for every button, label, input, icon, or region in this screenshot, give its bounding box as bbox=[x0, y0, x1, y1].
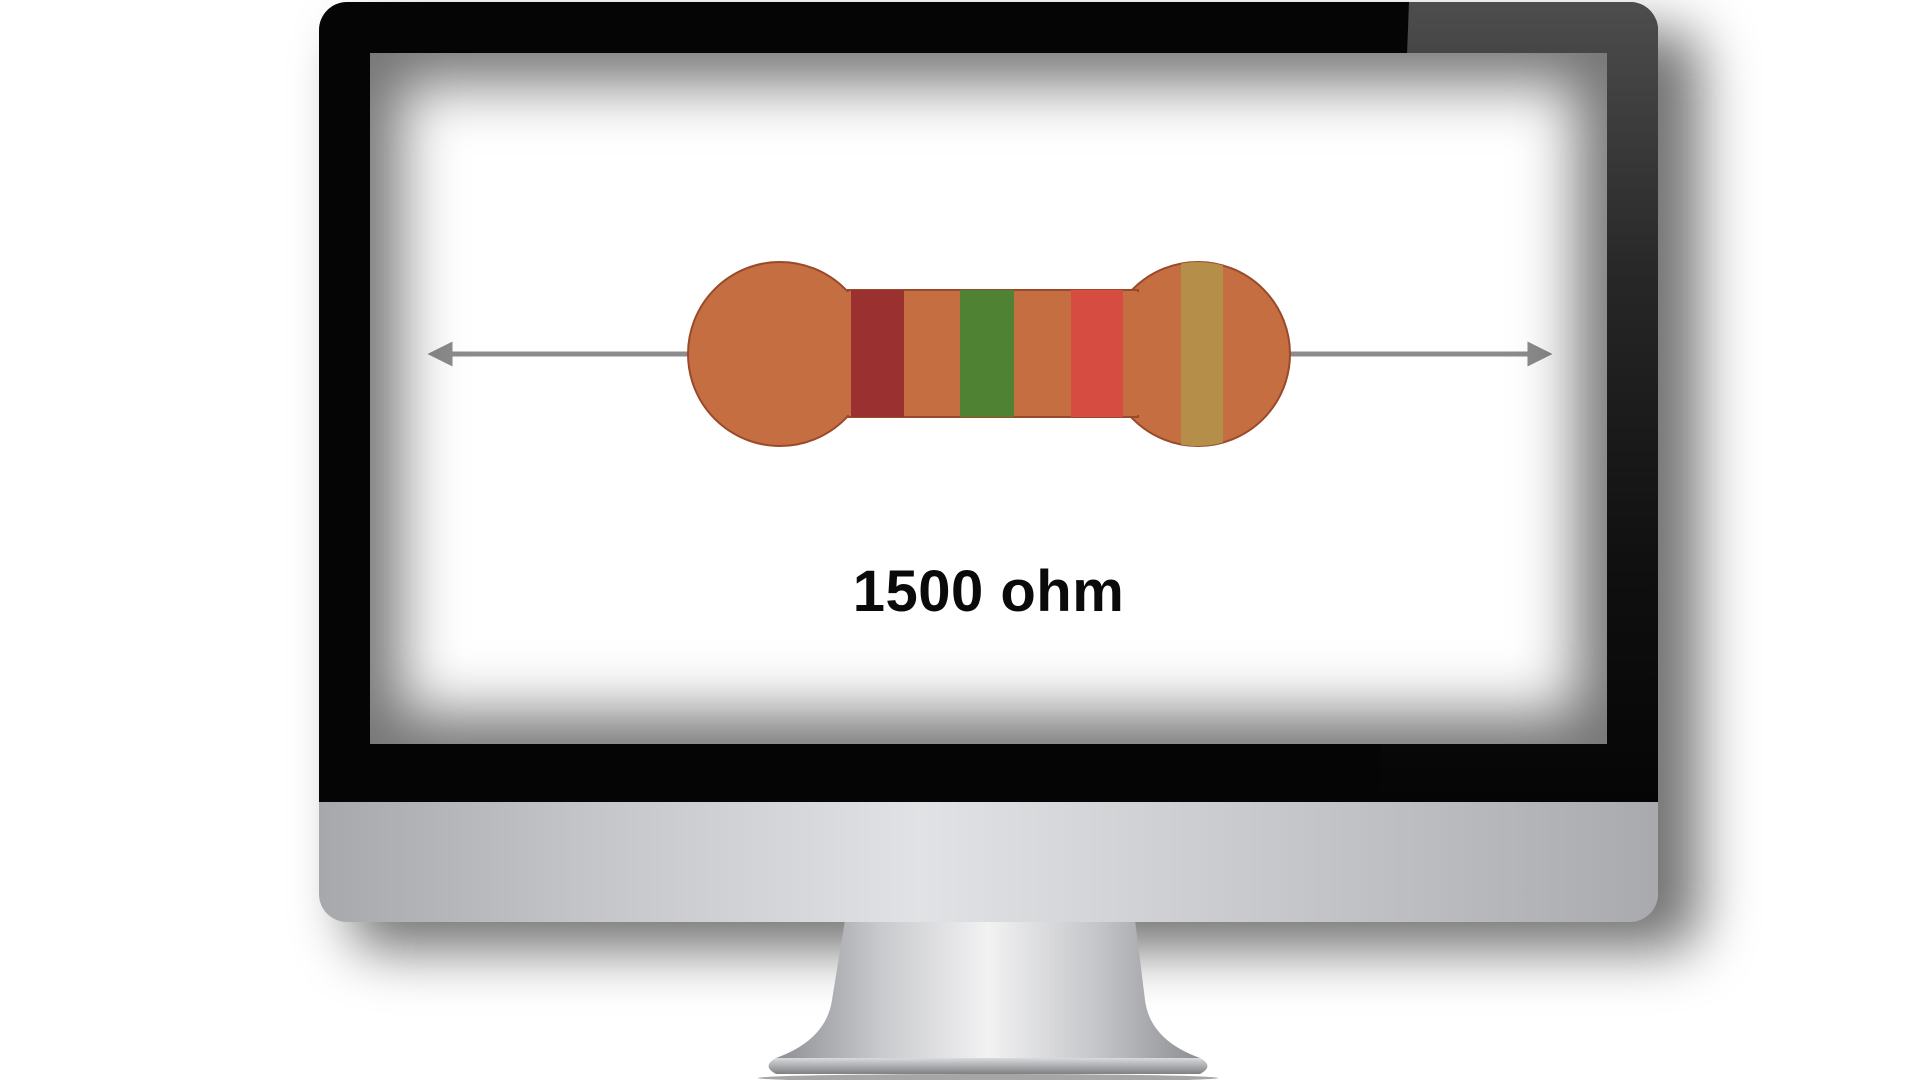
band-3 bbox=[1071, 290, 1123, 417]
stand-neck bbox=[776, 920, 1200, 1058]
band-2 bbox=[960, 290, 1014, 417]
resistance-value-label: 1500 ohm bbox=[852, 559, 1125, 624]
resistor-diagram bbox=[427, 261, 1553, 447]
monitor-screen: 1500 ohm bbox=[370, 53, 1607, 744]
band-4 bbox=[1181, 262, 1223, 446]
stand-base-shadow bbox=[758, 1074, 1218, 1080]
monitor-chin bbox=[319, 802, 1658, 922]
stand-base bbox=[768, 1058, 1208, 1074]
band-1 bbox=[851, 290, 904, 417]
